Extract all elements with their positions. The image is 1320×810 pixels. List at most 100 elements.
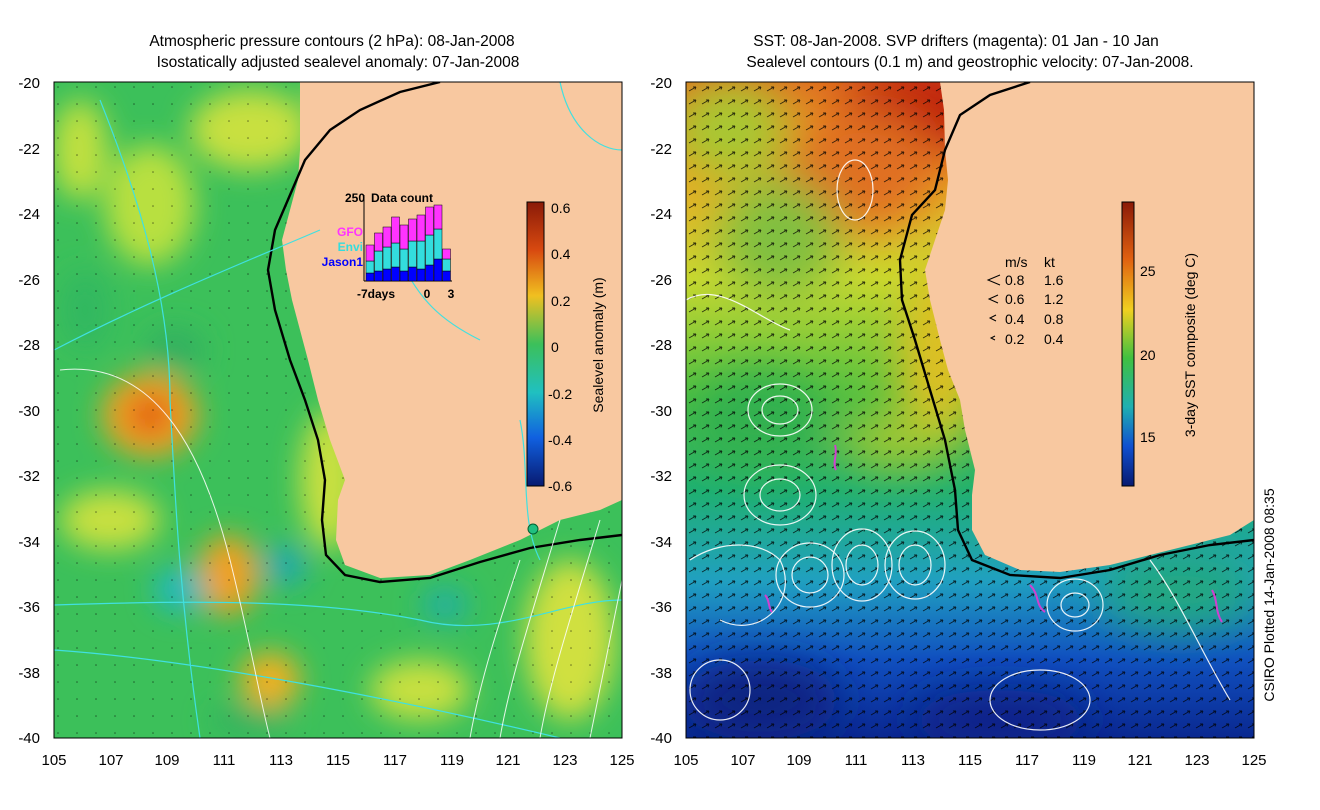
left-ytick-6: -32 (18, 468, 40, 485)
station-marker (527, 523, 539, 535)
speed-arrow-3 (989, 335, 996, 341)
right-xtick-7: 119 (1072, 752, 1096, 769)
inset-bar-segment (442, 258, 451, 272)
inset-bar-segment (425, 206, 434, 236)
left-ytick-5: -30 (18, 403, 40, 420)
sst-tick-0: 25 (1140, 263, 1156, 279)
right-xtick-4: 113 (901, 752, 925, 769)
right-ytick-4: -28 (650, 337, 672, 354)
inset-bar-segment (416, 240, 426, 270)
left-xtick-6: 117 (383, 752, 407, 769)
left-xtick-4: 113 (269, 752, 293, 769)
right-map-frame (685, 81, 1255, 739)
left-ytick-2: -24 (18, 206, 40, 223)
inset-bar-segment (433, 204, 443, 230)
inset-bars (365, 204, 451, 282)
left-ytick-0: -20 (18, 75, 40, 92)
inset-bar-segment (433, 228, 443, 260)
sst-tick-2: 15 (1140, 429, 1156, 445)
right-ytick-9: -38 (650, 665, 672, 682)
anomaly-tick-0: 0.6 (551, 200, 571, 216)
inset-bar-segment (408, 266, 417, 282)
sst-tick-1: 20 (1140, 347, 1156, 363)
inset-bar-segment (382, 246, 392, 270)
right-ytick-6: -32 (650, 468, 672, 485)
inset-ymax-label: 250 (345, 191, 365, 205)
inset-xlabel-end: 3 (448, 287, 455, 301)
shelf-contour-left (266, 82, 622, 584)
inset-bar-segment (408, 218, 417, 242)
left-xtick-7: 119 (440, 752, 464, 769)
australia-land-right (925, 82, 1254, 572)
speed-kt-0: 1.6 (1044, 272, 1064, 288)
right-title-line2: Sealevel contours (0.1 m) and geostrophi… (746, 54, 1193, 71)
legend-jason1: Jason1 (322, 255, 364, 269)
left-ytick-3: -26 (18, 272, 40, 289)
inset-bar-segment (374, 232, 383, 252)
right-xtick-0: 105 (673, 752, 698, 769)
right-xtick-3: 111 (845, 752, 868, 769)
inset-bar-segment (365, 244, 375, 262)
left-xtick-3: 111 (213, 752, 236, 769)
right-ytick-0: -20 (650, 75, 672, 92)
speed-arrow-1 (987, 294, 999, 304)
speed-kt-3: 0.4 (1044, 331, 1064, 347)
inset-bar-segment (408, 240, 417, 268)
speed-arrow-0 (986, 274, 1001, 286)
right-ytick-5: -30 (650, 403, 672, 420)
inset-bar-segment (425, 234, 434, 266)
left-xtick-5: 115 (326, 752, 350, 769)
left-ytick-7: -34 (18, 534, 40, 551)
left-xtick-8: 121 (495, 752, 520, 769)
inset-bar-segment (391, 216, 400, 244)
inset-title: Data count (371, 191, 433, 205)
left-xtick-0: 105 (41, 752, 66, 769)
anomaly-tick-2: 0.2 (551, 293, 571, 309)
right-ytick-8: -36 (650, 599, 672, 616)
right-ytick-1: -22 (650, 141, 672, 158)
anomaly-tick-6: -0.6 (548, 478, 572, 494)
legend-envi: Envi (338, 240, 363, 254)
right-xtick-5: 115 (958, 752, 982, 769)
inset-bar-segment (391, 266, 400, 282)
inset-bar-segment (399, 224, 409, 250)
speed-ms-3: 0.2 (1005, 331, 1025, 347)
right-xtick-10: 125 (1241, 752, 1266, 769)
legend-gfo: GFO (337, 225, 363, 239)
right-xtick-6: 117 (1015, 752, 1039, 769)
left-ytick-10: -40 (18, 730, 40, 747)
shelf-contour-right (898, 82, 1254, 580)
right-xtick-8: 121 (1127, 752, 1152, 769)
left-xtick-1: 107 (98, 752, 123, 769)
right-map (686, 82, 1254, 738)
inset-bar-segment (433, 258, 443, 282)
right-ytick-2: -24 (650, 206, 672, 223)
speed-header-ms: m/s (1005, 254, 1028, 270)
inset-bar-segment (382, 268, 392, 282)
right-ytick-7: -34 (650, 534, 672, 551)
right-panel-title: SST: 08-Jan-2008. SVP drifters (magenta)… (746, 33, 1193, 71)
inset-bar-segment (416, 268, 426, 282)
speed-arrow-2 (988, 314, 997, 322)
inset-bar-segment (416, 214, 426, 242)
speed-ms-2: 0.4 (1005, 311, 1025, 327)
right-xtick-1: 107 (730, 752, 755, 769)
speed-ms-1: 0.6 (1005, 291, 1025, 307)
sealevel-contours-right (686, 159, 1231, 731)
left-xtick-9: 123 (552, 752, 577, 769)
inset-bar-segment (442, 270, 451, 282)
inset-bar-segment (382, 226, 392, 248)
anomaly-colorbar (526, 201, 545, 487)
anomaly-tick-4: -0.2 (548, 386, 572, 402)
left-colorbar: 0.6 0.4 0.2 0 -0.2 -0.4 -0.6 Sealevel an… (526, 200, 606, 494)
right-ytick-3: -26 (650, 272, 672, 289)
anomaly-colorbar-label: Sealevel anomaly (m) (590, 277, 606, 412)
inset-xlabel-zero: 0 (424, 287, 431, 301)
speed-header-kt: kt (1044, 254, 1055, 270)
inset-bar-segment (442, 248, 451, 260)
left-title-line2: Isostatically adjusted sealevel anomaly:… (157, 54, 520, 71)
inset-bar-segment (391, 242, 400, 268)
left-ytick-8: -36 (18, 599, 40, 616)
right-xtick-2: 109 (786, 752, 811, 769)
